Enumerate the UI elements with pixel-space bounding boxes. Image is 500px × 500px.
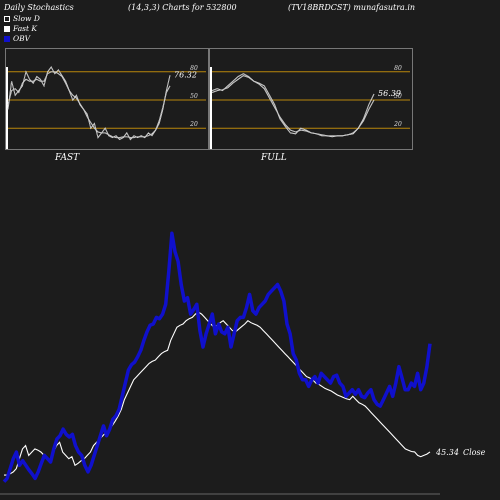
obv-line <box>2 231 432 483</box>
full-last-value-label: 56.39 <box>378 89 401 98</box>
close-series-label: Close <box>463 448 486 457</box>
legend-swatch-fast-k <box>4 25 10 32</box>
full-series-shadow-1 <box>211 75 375 136</box>
legend-swatch-slow-d <box>4 15 10 22</box>
legend-slow-d: Slow D <box>4 14 40 23</box>
legend-label-slow-d: Slow D <box>13 14 40 23</box>
full-tick-label: 80 <box>394 65 402 72</box>
fast-tick-label: 50 <box>190 93 198 100</box>
fast-last-value-label: 76.32 <box>174 70 197 79</box>
fast-stochastic-plot: 80 50 20 76.32 <box>6 65 206 149</box>
fast-panel-title: FAST <box>55 153 80 163</box>
full-tick-label: 20 <box>393 121 402 128</box>
close-value-label: 45.34 <box>435 448 459 457</box>
chart-header-center: (14,3,3) Charts for 532800 <box>128 3 237 12</box>
legend-swatch-obv <box>4 35 10 42</box>
fast-tick-label: 80 <box>190 65 198 72</box>
fast-stochastic-panel: 80 50 20 76.32 <box>5 48 209 150</box>
legend-fast-k: Fast K <box>4 24 37 33</box>
legend-label-obv: OBV <box>13 34 31 43</box>
legend-obv: OBV <box>4 34 30 43</box>
fast-series-shadow-1 <box>7 71 171 138</box>
chart-header-right: (TV18BRDCST) munafasutra.in <box>288 3 416 12</box>
full-stochastic-plot: 80 50 20 56.39 <box>210 65 410 149</box>
chart-header-left: Daily Stochastics <box>4 3 74 12</box>
fast-tick-label: 20 <box>189 121 198 128</box>
full-stochastic-panel: 80 50 20 56.39 <box>209 48 413 150</box>
full-panel-title: FULL <box>261 153 287 163</box>
full-tick-label: 50 <box>394 93 402 100</box>
legend-label-fast-k: Fast K <box>13 24 38 33</box>
